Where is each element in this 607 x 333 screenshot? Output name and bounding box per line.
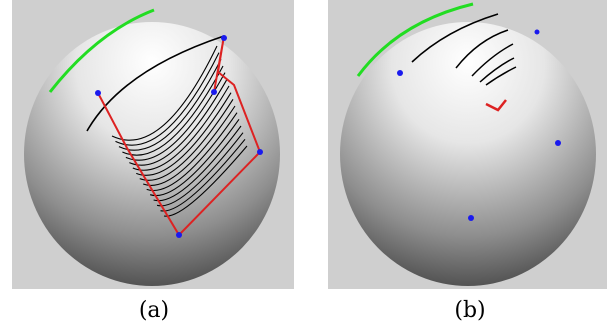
- blue-point-a3: [211, 89, 217, 95]
- fan-curve-a: [153, 125, 242, 202]
- green-curve-a: [48, 8, 155, 93]
- green-curve-b: [356, 2, 474, 77]
- fan-curve-a: [163, 145, 248, 217]
- blue-point-a4: [257, 149, 263, 155]
- panel-b-canvas: [340, 2, 596, 286]
- blue-point-b2: [534, 29, 540, 35]
- blue-point-b1: [397, 70, 403, 76]
- fan-curve-a: [149, 119, 240, 197]
- blue-point-a5: [176, 232, 182, 238]
- red-curve-b: [485, 99, 507, 112]
- fan-curve-a: [143, 105, 236, 186]
- panel-a-canvas: [24, 8, 280, 286]
- blue-point-b4: [468, 215, 474, 221]
- black-curve-b2: [455, 29, 509, 69]
- caption-a: (a): [138, 298, 170, 323]
- black-curve-b3: [471, 43, 514, 77]
- blue-point-a1: [95, 90, 101, 96]
- fan-curve-a: [118, 59, 222, 151]
- panel-a: [12, 0, 294, 289]
- panel-b: [328, 0, 607, 289]
- fan-curve-a: [129, 79, 228, 166]
- caption-b: (b): [454, 298, 486, 323]
- fan-curve-a: [115, 52, 220, 146]
- black-curve-a: [86, 35, 225, 132]
- sphere-b: [340, 22, 596, 286]
- sphere-a: [24, 22, 280, 286]
- fan-curve-a: [125, 72, 226, 161]
- fan-curve-a: [156, 132, 244, 207]
- blue-point-a2: [221, 35, 227, 41]
- fan-curve-a: [136, 92, 232, 176]
- fan-curve-a: [160, 138, 246, 212]
- black-curve-b5: [485, 66, 517, 86]
- black-curve-b1: [411, 13, 499, 63]
- fan-curve-a: [139, 99, 234, 181]
- blue-point-b3: [555, 140, 561, 146]
- fan-curve-a: [132, 85, 230, 171]
- black-curve-b4: [479, 57, 515, 83]
- red-polygon-a: [97, 35, 262, 237]
- curve-family-a: [111, 45, 248, 217]
- fan-curve-a: [146, 112, 238, 191]
- fan-curve-a: [122, 65, 224, 156]
